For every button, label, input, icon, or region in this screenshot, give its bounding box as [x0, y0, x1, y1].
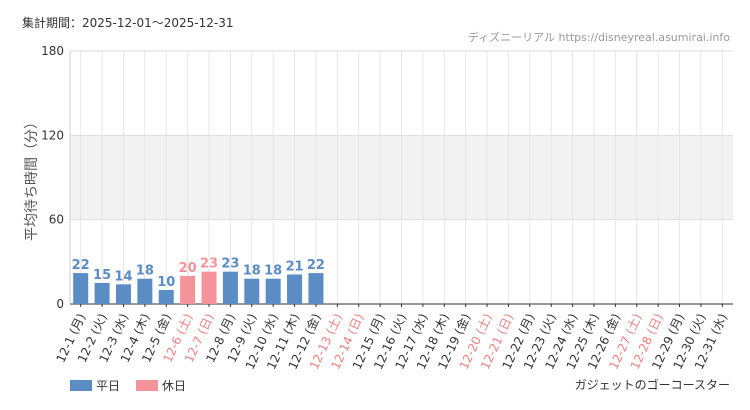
value-label: 14	[114, 269, 132, 284]
y-tick-label: 180	[41, 44, 64, 58]
bar	[222, 271, 238, 304]
value-label: 10	[157, 275, 175, 290]
bar	[287, 274, 303, 304]
value-label: 15	[93, 268, 111, 283]
value-label: 22	[307, 258, 325, 273]
value-label: 23	[221, 257, 239, 272]
value-label: 18	[243, 264, 261, 279]
legend-swatch	[136, 380, 158, 391]
bar	[115, 284, 131, 304]
bar	[94, 282, 110, 304]
bar	[244, 278, 260, 304]
y-tick-label: 120	[41, 128, 64, 142]
value-label: 23	[200, 257, 218, 272]
value-label: 20	[179, 261, 197, 276]
bar	[265, 278, 281, 304]
legend-label: 休日	[162, 379, 186, 393]
bar	[158, 289, 174, 304]
y-tick-label: 60	[49, 213, 64, 227]
source: ディズニーリアル https://disneyreal.asumirai.inf…	[468, 30, 730, 44]
value-label: 18	[136, 264, 154, 279]
bar	[201, 271, 217, 304]
legend-label: 平日	[96, 379, 120, 393]
bar	[137, 278, 153, 304]
value-label: 18	[264, 264, 282, 279]
bar	[73, 273, 89, 304]
value-label: 21	[286, 259, 304, 274]
legend-swatch	[70, 380, 92, 391]
y-tick-label: 0	[56, 297, 64, 311]
bar	[180, 275, 196, 304]
value-label: 22	[72, 258, 90, 273]
bar	[308, 273, 324, 304]
y-axis-label: 平均待ち時間（分）	[24, 115, 40, 241]
footer: ガジェットのゴーコースター	[575, 377, 730, 392]
chart-title: 集計期間：2025-12-01～2025-12-31	[22, 15, 233, 30]
